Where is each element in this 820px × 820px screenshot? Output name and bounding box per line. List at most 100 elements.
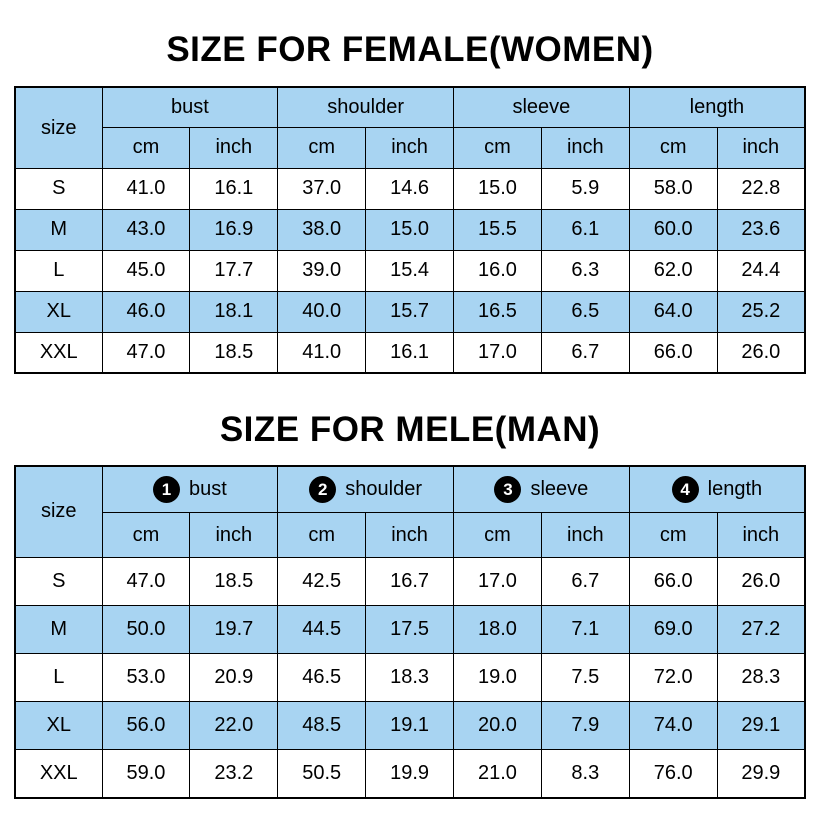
unit-header: cm bbox=[628, 126, 718, 169]
measure-label: sleeve bbox=[512, 96, 571, 119]
value-cell: 17.0 bbox=[453, 557, 542, 606]
unit-header: inch bbox=[365, 512, 454, 558]
value-cell: 16.7 bbox=[365, 557, 454, 606]
value-cell: 6.7 bbox=[540, 331, 630, 374]
value-cell: 39.0 bbox=[277, 249, 367, 292]
value-cell: 37.0 bbox=[277, 167, 367, 210]
numbered-badge-icon: 2 bbox=[309, 475, 337, 503]
value-cell: 42.5 bbox=[277, 557, 367, 606]
value-cell: 47.0 bbox=[101, 557, 191, 606]
numbered-badge-icon: 4 bbox=[671, 475, 699, 503]
unit-header: cm bbox=[628, 512, 718, 558]
unit-header: inch bbox=[716, 126, 806, 169]
value-cell: 28.3 bbox=[716, 653, 806, 702]
value-cell: 59.0 bbox=[101, 749, 191, 798]
size-cell: S bbox=[14, 167, 103, 210]
value-cell: 50.5 bbox=[277, 749, 367, 798]
value-cell: 22.0 bbox=[189, 701, 279, 750]
value-cell: 72.0 bbox=[628, 653, 718, 702]
value-cell: 19.7 bbox=[189, 605, 279, 654]
size-row-m: M 43.0 16.9 38.0 15.0 15.5 6.1 60.0 23.6 bbox=[14, 208, 806, 251]
unit-header-row: cm inch cm inch cm inch cm inch bbox=[15, 512, 806, 558]
value-cell: 29.1 bbox=[716, 701, 806, 750]
size-row-xl: XL 56.0 22.0 48.5 19.1 20.0 7.9 74.0 29.1 bbox=[14, 701, 806, 750]
value-cell: 18.1 bbox=[189, 290, 279, 333]
value-cell: 18.3 bbox=[365, 653, 454, 702]
value-cell: 19.9 bbox=[365, 749, 454, 798]
value-cell: 17.5 bbox=[365, 605, 454, 654]
value-cell: 47.0 bbox=[101, 331, 191, 374]
measure-group-header-bust: 1 bust bbox=[101, 465, 279, 513]
value-cell: 45.0 bbox=[101, 249, 191, 292]
value-cell: 17.0 bbox=[453, 331, 542, 374]
measure-group-header-shoulder: 2 shoulder bbox=[277, 465, 454, 513]
unit-header: cm bbox=[453, 126, 542, 169]
male-size-table: size 1 bust 2 shoulder 3 sleeve 4 length cm inch cm… bbox=[14, 464, 806, 799]
value-cell: 23.6 bbox=[716, 208, 806, 251]
value-cell: 23.2 bbox=[189, 749, 279, 798]
unit-header: cm bbox=[453, 512, 542, 558]
value-cell: 69.0 bbox=[628, 605, 718, 654]
female-table-title: SIZE FOR FEMALE(WOMEN) bbox=[166, 30, 654, 69]
measure-label: length bbox=[689, 96, 745, 119]
value-cell: 18.5 bbox=[189, 557, 279, 606]
value-cell: 19.1 bbox=[365, 701, 454, 750]
measure-group-header-length: 4 length bbox=[628, 465, 806, 513]
size-cell: XXL bbox=[14, 331, 103, 374]
value-cell: 56.0 bbox=[101, 701, 191, 750]
measure-label: shoulder bbox=[345, 477, 422, 500]
value-cell: 44.5 bbox=[277, 605, 367, 654]
value-cell: 15.0 bbox=[365, 208, 454, 251]
value-cell: 15.7 bbox=[365, 290, 454, 333]
value-cell: 66.0 bbox=[628, 557, 718, 606]
value-cell: 24.4 bbox=[716, 249, 806, 292]
value-cell: 26.0 bbox=[716, 557, 806, 606]
numbered-badge-icon: 3 bbox=[494, 475, 522, 503]
value-cell: 58.0 bbox=[628, 167, 718, 210]
measure-group-header-row: size 1 bust 2 shoulder 3 sleeve 4 length bbox=[14, 465, 806, 558]
male-table-title: SIZE FOR MELE(MAN) bbox=[219, 410, 601, 450]
value-cell: 50.0 bbox=[101, 605, 191, 654]
unit-header: inch bbox=[365, 126, 454, 169]
size-row-xxl: XXL 59.0 23.2 50.5 19.9 21.0 8.3 76.0 29.9 bbox=[14, 749, 806, 798]
value-cell: 6.5 bbox=[540, 290, 630, 333]
unit-header: inch bbox=[540, 512, 630, 558]
measure-label: sleeve bbox=[530, 477, 589, 500]
numbered-badge-icon: 1 bbox=[152, 475, 180, 503]
value-cell: 26.0 bbox=[716, 331, 806, 374]
size-column-header: size bbox=[14, 465, 103, 558]
size-row-s: S 47.0 18.5 42.5 16.7 17.0 6.7 66.0 26.0 bbox=[14, 557, 806, 606]
measure-label: length bbox=[707, 477, 763, 500]
size-cell: M bbox=[14, 605, 103, 654]
value-cell: 20.0 bbox=[453, 701, 542, 750]
value-cell: 7.5 bbox=[540, 653, 630, 702]
measure-group-header-row: size bust shoulder sleeve length bbox=[14, 86, 806, 169]
size-row-l: L 53.0 20.9 46.5 18.3 19.0 7.5 72.0 28.3 bbox=[14, 653, 806, 702]
measure-group-header-length: length bbox=[628, 86, 806, 128]
size-cell: L bbox=[14, 653, 103, 702]
value-cell: 60.0 bbox=[628, 208, 718, 251]
value-cell: 16.5 bbox=[453, 290, 542, 333]
value-cell: 18.0 bbox=[453, 605, 542, 654]
measure-group-header-shoulder: shoulder bbox=[277, 86, 454, 128]
value-cell: 41.0 bbox=[277, 331, 367, 374]
size-column-header: size bbox=[14, 86, 103, 169]
value-cell: 21.0 bbox=[453, 749, 542, 798]
value-cell: 14.6 bbox=[365, 167, 454, 210]
unit-header: cm bbox=[277, 126, 367, 169]
size-row-s: S 41.0 16.1 37.0 14.6 15.0 5.9 58.0 22.8 bbox=[14, 167, 806, 210]
value-cell: 66.0 bbox=[628, 331, 718, 374]
size-cell: S bbox=[14, 557, 103, 606]
unit-header: cm bbox=[101, 126, 191, 169]
size-row-xxl: XXL 47.0 18.5 41.0 16.1 17.0 6.7 66.0 26.0 bbox=[14, 331, 806, 374]
value-cell: 64.0 bbox=[628, 290, 718, 333]
size-row-xl: XL 46.0 18.1 40.0 15.7 16.5 6.5 64.0 25.2 bbox=[14, 290, 806, 333]
female-size-table: size bust shoulder sleeve length cm inch cm inch… bbox=[14, 86, 806, 375]
value-cell: 16.9 bbox=[189, 208, 279, 251]
value-cell: 76.0 bbox=[628, 749, 718, 798]
value-cell: 62.0 bbox=[628, 249, 718, 292]
value-cell: 74.0 bbox=[628, 701, 718, 750]
value-cell: 16.1 bbox=[365, 331, 454, 374]
unit-header: inch bbox=[716, 512, 806, 558]
size-cell: XL bbox=[14, 290, 103, 333]
